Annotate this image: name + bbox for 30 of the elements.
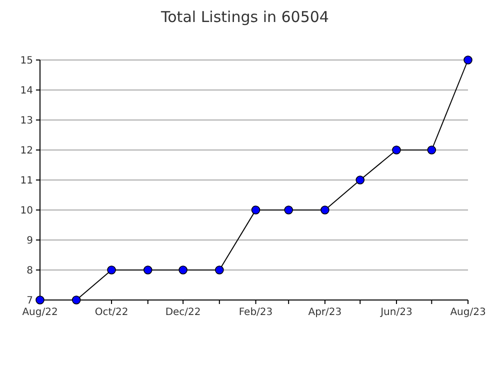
- y-tick-label: 9: [26, 236, 33, 246]
- point: [72, 296, 81, 304]
- y-tick-label: 14: [20, 86, 33, 96]
- point: [464, 56, 472, 64]
- point: [392, 146, 401, 154]
- point: [427, 146, 436, 154]
- y-tick-label: 7: [26, 296, 33, 306]
- point: [143, 266, 152, 274]
- y-tick-label: 12: [20, 146, 33, 156]
- point: [36, 296, 44, 304]
- x-tick-label: Oct/22: [94, 307, 128, 318]
- x-tick-label: Feb/23: [238, 307, 273, 318]
- y-tick-label: 10: [20, 206, 33, 216]
- point: [251, 206, 260, 214]
- point: [284, 206, 293, 214]
- chart-title: Total Listings in 60504: [160, 8, 329, 26]
- x-tick-label: Apr/23: [308, 307, 342, 318]
- point: [178, 266, 188, 274]
- x-tick-label: Dec/22: [165, 307, 201, 318]
- point: [356, 176, 365, 184]
- x-tick-label: Aug/22: [22, 307, 58, 318]
- y-tick-label: 15: [20, 56, 33, 66]
- x-tick-label: Jun/23: [380, 307, 412, 318]
- x-tick-label: Aug/23: [450, 307, 486, 318]
- y-tick-label: 8: [26, 266, 33, 276]
- point: [107, 266, 116, 274]
- y-tick-label: 11: [20, 176, 33, 186]
- point: [215, 266, 224, 274]
- y-tick-label: 13: [20, 116, 33, 126]
- point: [320, 206, 330, 214]
